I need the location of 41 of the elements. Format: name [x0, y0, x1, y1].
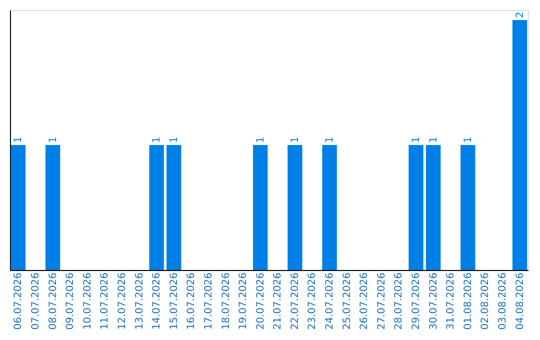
- data-label: 1: [411, 136, 422, 143]
- x-tick-label: 22.07.2026: [290, 272, 301, 330]
- data-label: 1: [13, 136, 24, 143]
- x-tick-label: 04.08.2026: [514, 272, 526, 330]
- x-tick-label: 13.07.2026: [134, 272, 146, 330]
- x-tick-label: 07.07.2026: [30, 272, 42, 330]
- data-label: 1: [152, 136, 163, 143]
- x-tick-label: 30.07.2026: [428, 272, 440, 330]
- x-tick-label: 29.07.2026: [411, 272, 422, 330]
- data-label: 1: [428, 136, 440, 143]
- data-label: 1: [168, 136, 180, 143]
- x-tick-label: 28.07.2026: [394, 272, 405, 330]
- x-tick-label: 12.07.2026: [116, 272, 128, 330]
- x-tick-label: 31.07.2026: [446, 272, 457, 330]
- x-tick-label: 15.07.2026: [168, 272, 180, 330]
- x-tick-label: 27.07.2026: [376, 272, 388, 330]
- x-tick-label: 11.07.2026: [100, 272, 111, 330]
- data-label: 1: [290, 136, 301, 143]
- data-label: 1: [324, 136, 336, 143]
- x-tick-label: 21.07.2026: [272, 272, 284, 330]
- x-tick-label: 02.08.2026: [480, 272, 492, 330]
- data-label: 1: [255, 136, 266, 143]
- x-tick-label: 26.07.2026: [359, 272, 370, 330]
- data-label: 1: [48, 136, 59, 143]
- x-tick-label: 10.07.2026: [82, 272, 94, 330]
- data-label: 1: [462, 136, 474, 143]
- x-tick-label: 03.08.2026: [497, 272, 508, 330]
- x-tick-label: 14.07.2026: [152, 272, 163, 330]
- x-tick-label: 23.07.2026: [307, 272, 318, 330]
- x-tick-label: 19.07.2026: [238, 272, 250, 330]
- x-tick-label: 25.07.2026: [342, 272, 353, 330]
- data-label: 2: [514, 12, 526, 18]
- x-tick-label: 18.07.2026: [220, 272, 232, 330]
- x-tick-label: 06.07.2026: [13, 272, 24, 330]
- x-tick-label: 09.07.2026: [65, 272, 76, 330]
- x-tick-label: 16.07.2026: [186, 272, 198, 330]
- x-tick-label: 20.07.2026: [255, 272, 266, 330]
- x-tick-label: 17.07.2026: [203, 272, 214, 330]
- x-tick-label: 08.07.2026: [48, 272, 59, 330]
- x-tick-label: 01.08.2026: [462, 272, 474, 330]
- x-tick-label: 24.07.2026: [324, 272, 336, 330]
